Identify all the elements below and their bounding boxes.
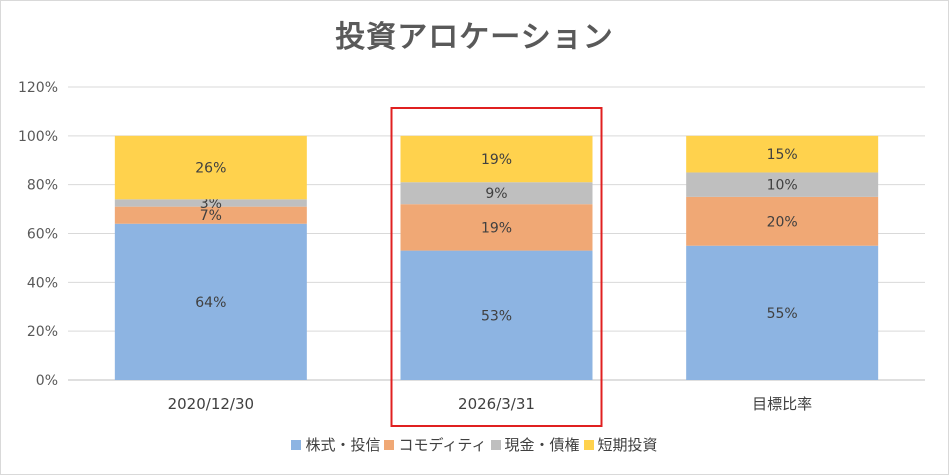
bar-segment — [114, 199, 307, 207]
x-tick-label: 目標比率 — [752, 395, 812, 413]
legend-swatch — [384, 439, 395, 450]
x-tick-label: 2026/3/31 — [458, 395, 535, 413]
legend-label: 株式・投信 — [305, 436, 381, 454]
data-label: 15% — [767, 147, 798, 163]
highlight-box — [390, 107, 603, 427]
legend-item: 株式・投信 — [291, 434, 380, 455]
chart-title: 投資アロケーション — [335, 20, 614, 55]
bar-segment — [114, 223, 307, 380]
y-tick-label: 40% — [27, 275, 58, 291]
y-tick-label: 100% — [18, 129, 58, 145]
bar-segment — [400, 250, 593, 380]
x-tick-label: 2020/12/30 — [168, 395, 254, 413]
legend-item: 短期投資 — [583, 434, 658, 455]
y-tick-label: 60% — [27, 227, 58, 243]
legend-swatch — [291, 439, 302, 450]
bar-segment — [400, 204, 593, 251]
bar-segment — [400, 135, 593, 183]
data-label: 19% — [481, 152, 512, 168]
legend-label: 現金・債権 — [504, 436, 580, 454]
data-label: 53% — [481, 308, 512, 324]
bar-segment — [686, 135, 879, 173]
bar-segment — [686, 245, 879, 380]
legend-swatch — [490, 439, 501, 450]
data-label: 3% — [200, 196, 222, 212]
bar-segment — [686, 196, 879, 246]
y-tick-label: 0% — [36, 373, 58, 389]
data-label: 9% — [485, 186, 507, 202]
y-tick-label: 20% — [27, 324, 58, 340]
data-label: 7% — [200, 208, 222, 224]
legend-label: 短期投資 — [597, 436, 658, 454]
data-label: 10% — [767, 178, 798, 194]
data-label: 64% — [195, 295, 226, 311]
chart-legend: 株式・投信 コモディティ 現金・債権 短期投資 — [0, 434, 949, 455]
data-label: 55% — [767, 306, 798, 322]
data-label: 26% — [195, 161, 226, 177]
legend-swatch — [583, 439, 594, 450]
legend-item: コモディティ — [384, 434, 487, 455]
bar-segment — [114, 135, 307, 200]
data-label: 19% — [481, 220, 512, 236]
y-tick-label: 80% — [27, 178, 58, 194]
bar-segment — [686, 172, 879, 197]
bar-segment — [400, 182, 593, 205]
data-label: 20% — [767, 214, 798, 230]
bar-segment — [114, 206, 307, 224]
legend-item: 現金・債権 — [490, 434, 580, 455]
legend-label: コモディティ — [398, 436, 487, 454]
y-tick-label: 120% — [18, 80, 58, 96]
